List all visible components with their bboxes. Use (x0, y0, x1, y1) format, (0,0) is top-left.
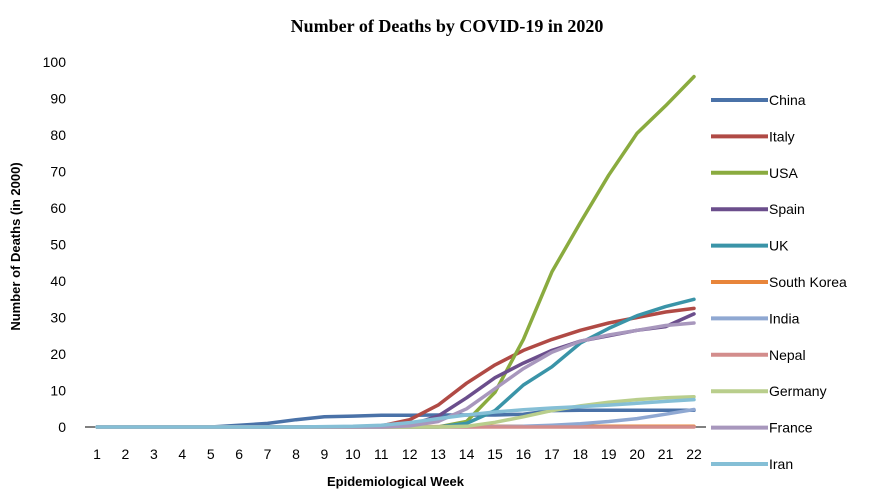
y-axis-ticks: 0 10 20 30 40 50 60 70 80 90 100 (43, 54, 67, 435)
legend-label: China (769, 92, 806, 108)
x-tick-label: 7 (264, 446, 272, 462)
x-tick-label: 16 (516, 446, 532, 462)
legend-label: Italy (769, 128, 795, 144)
series-line-iran (95, 397, 696, 429)
x-tick-label: 4 (178, 446, 186, 462)
legend: China Italy USA Spain UK South Korea India Nepa… (711, 92, 847, 472)
x-tick-label: 1 (93, 446, 101, 462)
x-tick-label: 9 (321, 446, 329, 462)
x-tick-label: 6 (235, 446, 243, 462)
x-tick-label: 22 (686, 446, 702, 462)
x-tick-label: 12 (402, 446, 418, 462)
x-tick-label: 8 (292, 446, 300, 462)
y-tick-label: 60 (50, 200, 66, 216)
x-tick-label: 20 (629, 446, 645, 462)
series-lines (95, 74, 696, 429)
y-tick-label: 90 (50, 91, 66, 107)
series-line-uk (95, 297, 696, 429)
x-axis-label: Epidemiological Week (327, 474, 465, 489)
x-axis-ticks: 1 2 3 4 5 6 7 8 9 10 11 12 13 14 15 16 17 18 19 20 21 22 (93, 446, 702, 462)
y-tick-label: 70 (50, 164, 66, 180)
x-tick-label: 21 (658, 446, 674, 462)
legend-label: India (769, 310, 800, 326)
x-tick-label: 2 (122, 446, 130, 462)
legend-label: Spain (769, 201, 805, 217)
x-tick-label: 5 (207, 446, 215, 462)
x-tick-label: 11 (374, 446, 389, 462)
legend-label: Iran (769, 456, 793, 472)
legend-label: France (769, 420, 813, 436)
y-tick-label: 10 (50, 383, 66, 399)
y-tick-label: 40 (50, 273, 66, 289)
x-tick-label: 3 (150, 446, 158, 462)
legend-label: UK (769, 238, 789, 254)
x-tick-label: 13 (430, 446, 446, 462)
y-tick-label: 0 (58, 419, 66, 435)
legend-label: Germany (769, 383, 827, 399)
y-tick-label: 20 (50, 346, 66, 362)
x-tick-label: 14 (459, 446, 475, 462)
legend-label: USA (769, 165, 798, 181)
legend-label: Nepal (769, 347, 806, 363)
y-tick-label: 100 (43, 54, 67, 70)
x-tick-label: 18 (572, 446, 588, 462)
x-tick-label: 19 (601, 446, 617, 462)
y-tick-label: 50 (50, 237, 66, 253)
y-tick-label: 30 (50, 310, 66, 326)
y-tick-label: 80 (50, 127, 66, 143)
chart-title: Number of Deaths by COVID-19 in 2020 (291, 16, 604, 36)
x-tick-label: 15 (487, 446, 503, 462)
legend-label: South Korea (769, 274, 847, 290)
x-tick-label: 10 (345, 446, 361, 462)
series-line-usa (95, 74, 696, 429)
y-axis-label: Number of Deaths (in 2000) (8, 162, 23, 330)
x-tick-label: 17 (544, 446, 560, 462)
